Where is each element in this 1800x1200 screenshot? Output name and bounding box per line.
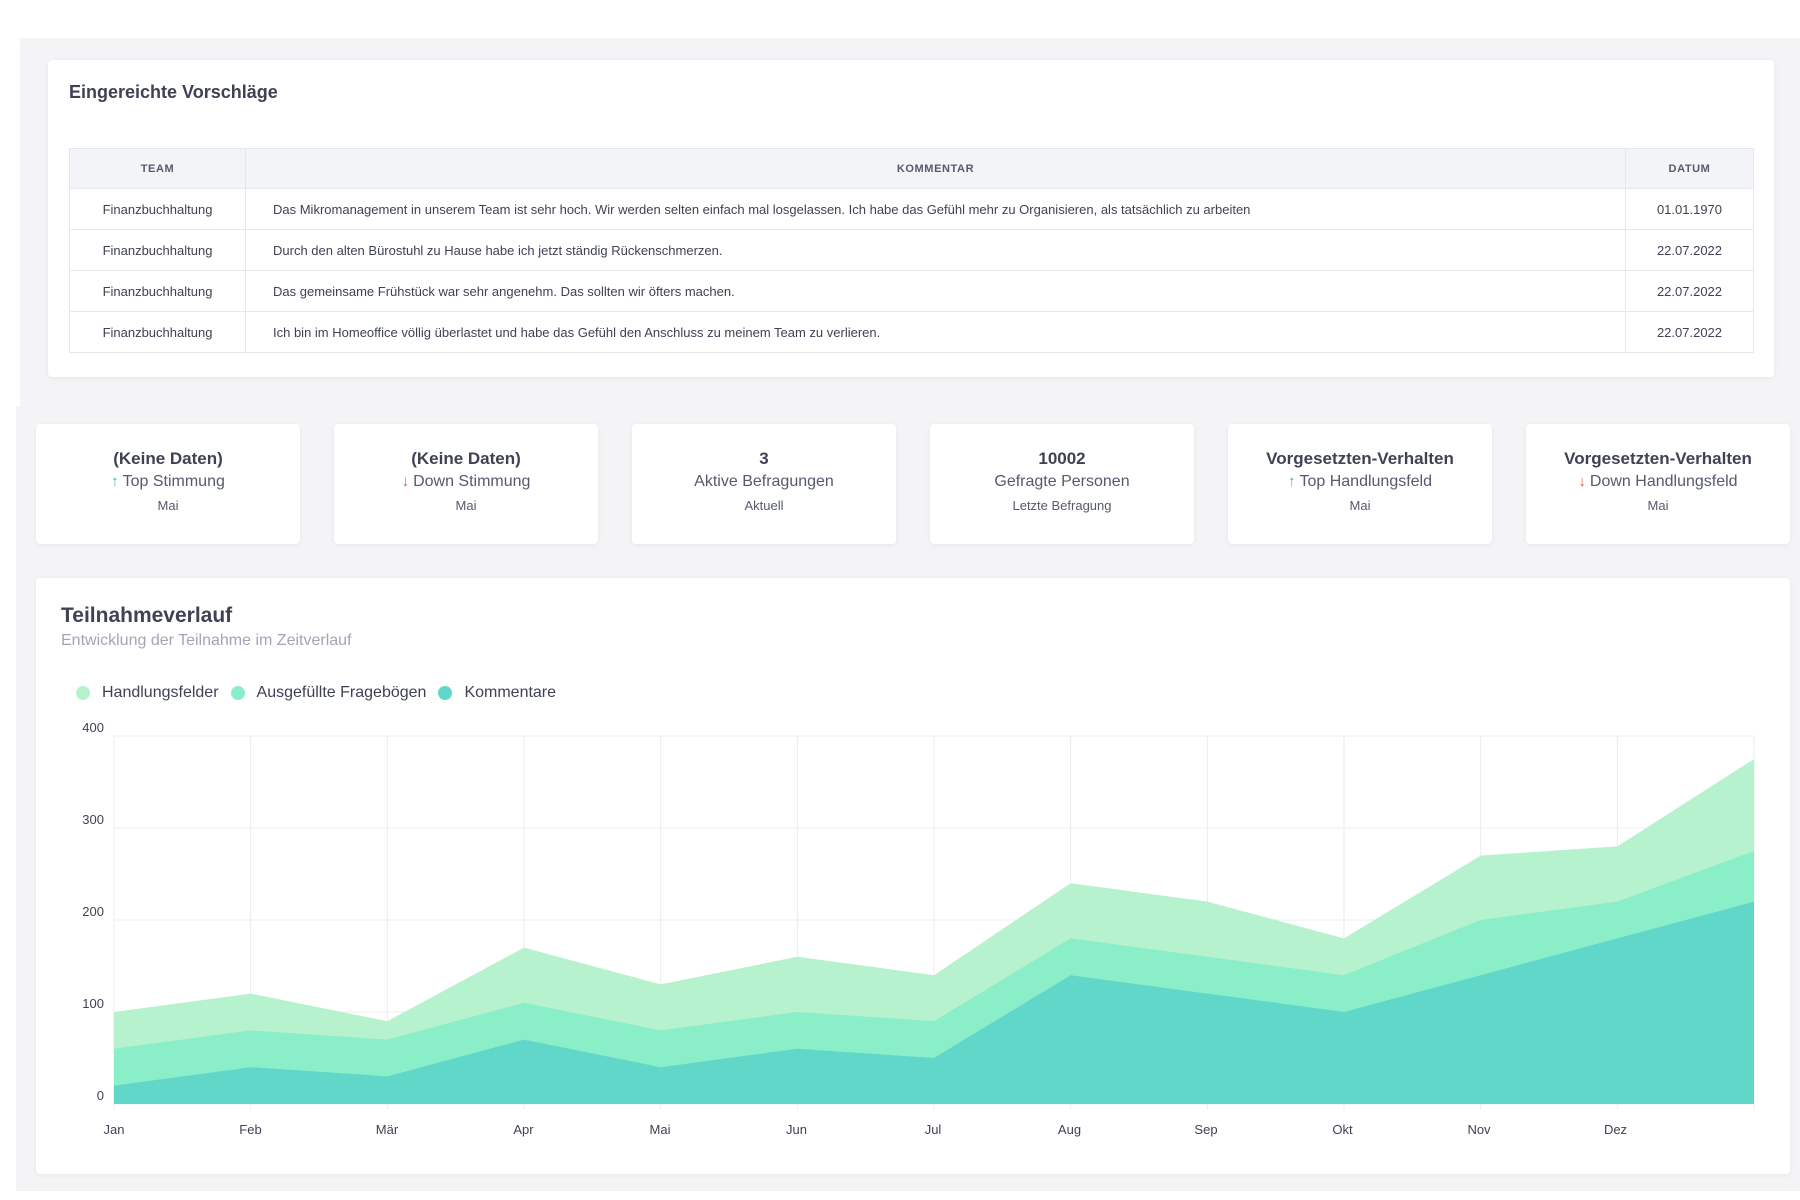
column-header-date[interactable]: DATUM — [1625, 148, 1754, 189]
y-tick-label: 100 — [82, 996, 104, 1011]
suggestions-card: Eingereichte Vorschläge TEAM KOMMENTAR D… — [48, 60, 1774, 377]
kpi-card-active-surveys: 3 Aktive Befragungen Aktuell — [632, 424, 896, 544]
cell-date: 22.07.2022 — [1625, 311, 1754, 353]
kpi-label: ↑ Top Handlungsfeld — [1228, 471, 1492, 493]
kpi-value: (Keine Daten) — [113, 449, 223, 468]
kpi-card-surveyed-persons: 10002 Gefragte Personen Letzte Befragung — [930, 424, 1194, 544]
kpi-subtext: Aktuell — [744, 498, 784, 513]
kpi-card-top-mood: (Keine Daten) ↑ Top Stimmung Mai — [36, 424, 300, 544]
participation-chart-card: Teilnahmeverlauf Entwicklung der Teilnah… — [36, 578, 1790, 1174]
kpi-card-down-action-field: Vorgesetzten-Verhalten ↓ Down Handlungsfe… — [1526, 424, 1790, 544]
kpi-label-text: Top Stimmung — [122, 473, 225, 490]
kpi-label: ↑ Top Stimmung — [36, 471, 300, 493]
x-tick-label: Jul — [925, 1122, 942, 1137]
y-tick-label: 400 — [82, 720, 104, 735]
cell-date: 22.07.2022 — [1625, 229, 1754, 271]
kpi-label-text: Gefragte Personen — [994, 473, 1130, 490]
x-tick-label: Jun — [786, 1122, 807, 1137]
x-tick-label: Dez — [1604, 1122, 1627, 1137]
kpi-label: Aktive Befragungen — [632, 471, 896, 493]
table-row[interactable]: Finanzbuchhaltung Ich bin im Homeoffice … — [69, 311, 1754, 353]
legend-label: Ausgefüllte Fragebögen — [256, 684, 427, 701]
kpi-subtext: Mai — [455, 498, 477, 513]
legend-dot-icon — [230, 686, 245, 700]
cell-comment: Das gemeinsame Frühstück war sehr angene… — [245, 270, 1626, 312]
kpi-subtext: Mai — [157, 498, 179, 513]
legend-dot-icon — [76, 686, 90, 700]
x-tick-label: Apr — [513, 1122, 534, 1137]
cell-comment: Ich bin im Homeoffice völlig überlastet … — [245, 311, 1626, 353]
cell-team: Finanzbuchhaltung — [69, 270, 246, 312]
x-tick-label: Aug — [1058, 1122, 1081, 1137]
kpi-value: 3 — [759, 449, 769, 468]
x-tick-label: Nov — [1467, 1122, 1491, 1137]
y-tick-label: 0 — [97, 1088, 104, 1103]
x-tick-label: Mai — [650, 1122, 671, 1137]
legend-item[interactable]: Handlungsfelder — [76, 684, 219, 702]
kpi-label-text: Aktive Befragungen — [694, 473, 834, 490]
kpi-label-text: Down Handlungsfeld — [1589, 473, 1738, 490]
arrow-up-icon: ↑ — [111, 473, 119, 490]
kpi-label-text: Top Handlungsfeld — [1299, 473, 1433, 490]
kpi-value: 10002 — [1038, 449, 1086, 468]
kpi-card-down-mood: (Keine Daten) ↓ Down Stimmung Mai — [334, 424, 598, 544]
x-tick-label: Sep — [1194, 1122, 1217, 1137]
suggestions-title: Eingereichte Vorschläge — [69, 82, 278, 102]
legend-item[interactable]: Ausgefüllte Fragebögen — [230, 684, 427, 702]
kpi-value: Vorgesetzten-Verhalten — [1266, 449, 1454, 468]
table-row[interactable]: Finanzbuchhaltung Das Mikromanagement in… — [69, 188, 1754, 230]
table-row[interactable]: Finanzbuchhaltung Das gemeinsame Frühstü… — [69, 270, 1754, 312]
suggestions-table: TEAM KOMMENTAR DATUM Finanzbuchhaltung D… — [69, 148, 1754, 353]
x-tick-label: Jan — [104, 1122, 125, 1137]
kpi-subtext: Mai — [1647, 498, 1669, 513]
kpi-card-top-action-field: Vorgesetzten-Verhalten ↑ Top Handlungsfel… — [1228, 424, 1492, 544]
x-tick-label: Okt — [1332, 1122, 1353, 1137]
arrow-down-icon: ↓ — [1578, 473, 1586, 490]
legend-label: Kommentare — [464, 684, 557, 701]
arrow-up-icon: ↑ — [1287, 473, 1296, 490]
cell-team: Finanzbuchhaltung — [69, 188, 246, 230]
kpi-label: ↓ Down Handlungsfeld — [1526, 471, 1790, 493]
chart-title: Teilnahmeverlauf — [61, 604, 233, 627]
column-header-comment[interactable]: KOMMENTAR — [245, 148, 1626, 189]
cell-comment: Das Mikromanagement in unserem Team ist … — [245, 188, 1626, 230]
y-tick-label: 300 — [82, 812, 104, 827]
y-tick-label: 200 — [82, 904, 104, 919]
kpi-subtext: Letzte Befragung — [1012, 498, 1112, 513]
kpi-value: (Keine Daten) — [411, 449, 521, 468]
column-header-team[interactable]: TEAM — [69, 148, 246, 189]
legend-label: Handlungsfelder — [102, 684, 219, 701]
area-series — [114, 901, 1754, 1104]
cell-date: 22.07.2022 — [1625, 270, 1754, 312]
cell-date: 01.01.1970 — [1625, 188, 1754, 230]
kpi-value: Vorgesetzten-Verhalten — [1564, 449, 1752, 468]
legend-dot-icon — [438, 686, 453, 700]
x-tick-label: Mär — [376, 1122, 399, 1137]
legend-item[interactable]: Kommentare — [438, 684, 556, 702]
arrow-down-icon: ↓ — [401, 473, 410, 490]
kpi-subtext: Mai — [1349, 498, 1371, 513]
cell-team: Finanzbuchhaltung — [69, 311, 246, 353]
chart-legend: Handlungsfelder Ausgefüllte Fragebögen Kom… — [76, 684, 568, 702]
table-header-row: TEAM KOMMENTAR DATUM — [69, 148, 1754, 189]
x-tick-label: Feb — [239, 1122, 261, 1137]
chart-subtitle: Entwicklung der Teilnahme im Zeitverlauf — [61, 632, 352, 649]
kpi-label: Gefragte Personen — [930, 471, 1194, 493]
area-chart: 0 100 200 300 400 Jan Feb Mär Apr Mai Jun Jul Aug Sep… — [82, 720, 1755, 1137]
cell-comment: Durch den alten Bürostuhl zu Hause habe … — [245, 229, 1626, 271]
cell-team: Finanzbuchhaltung — [69, 229, 246, 271]
kpi-label: ↓ Down Stimmung — [334, 471, 598, 493]
table-row[interactable]: Finanzbuchhaltung Durch den alten Bürost… — [69, 229, 1754, 271]
kpi-label-text: Down Stimmung — [413, 473, 531, 490]
